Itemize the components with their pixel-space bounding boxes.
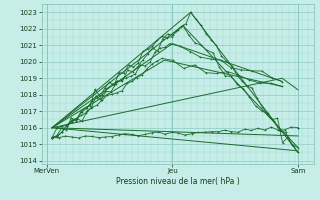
X-axis label: Pression niveau de la mer( hPa ): Pression niveau de la mer( hPa ) bbox=[116, 177, 239, 186]
